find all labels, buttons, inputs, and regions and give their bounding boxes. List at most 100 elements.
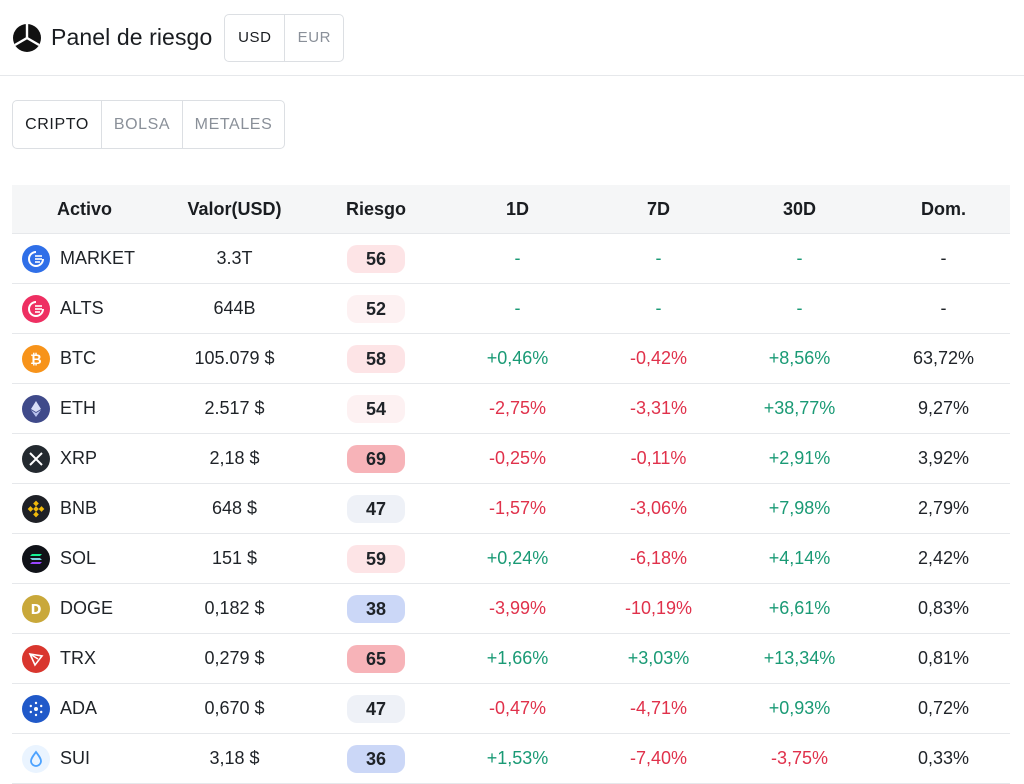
change-1d-cell: -	[514, 298, 521, 318]
risk-badge: 65	[347, 644, 405, 673]
change-7d-cell: -3,06%	[629, 498, 688, 518]
table-row-sui[interactable]: SUI 3,18 $ 36 +1,53% -7,40% -3,75% 0,33%	[12, 734, 1010, 784]
asset-name: SOL	[60, 548, 97, 568]
change-7d-cell: -	[655, 298, 662, 318]
asset-name: BNB	[60, 498, 98, 518]
risk-badge: 47	[347, 494, 405, 523]
change-30d-cell: -3,75%	[770, 748, 829, 768]
dominance-cell: 0,83%	[917, 598, 970, 618]
risk-badge: 54	[347, 394, 405, 423]
change-1d-cell: -1,57%	[488, 498, 547, 518]
asset-cell: ALTS	[12, 294, 157, 323]
table-row-ada[interactable]: ADA 0,670 $ 47 -0,47% -4,71% +0,93% 0,72…	[12, 684, 1010, 734]
asset-cell: SOL	[12, 544, 157, 573]
table-header: Activo Valor(USD) Riesgo 1D 7D 30D Dom.	[12, 185, 1010, 234]
risk-badge: 59	[347, 544, 405, 573]
table-row-sol[interactable]: SOL 151 $ 59 +0,24% -6,18% +4,14% 2,42%	[12, 534, 1010, 584]
table-row-trx[interactable]: TRX 0,279 $ 65 +1,66% +3,03% +13,34% 0,8…	[12, 634, 1010, 684]
change-30d-cell: +7,98%	[768, 498, 831, 518]
asset-name: MARKET	[60, 248, 136, 268]
currency-usd-button[interactable]: USD	[238, 29, 272, 46]
column-header-7d[interactable]: 7D	[646, 198, 670, 219]
currency-eur-button[interactable]: EUR	[284, 14, 343, 61]
change-7d-cell: -0,42%	[629, 348, 688, 368]
risk-cell: 56	[312, 244, 440, 273]
table-row-alts[interactable]: ALTS 644B 52 - - - -	[12, 284, 1010, 334]
value-cell: 0,279 $	[204, 648, 265, 668]
dominance-cell: 0,33%	[917, 748, 970, 768]
sui-icon	[22, 744, 50, 773]
change-1d-cell: +1,53%	[486, 748, 549, 768]
table-row-xrp[interactable]: XRP 2,18 $ 69 -0,25% -0,11% +2,91% 3,92%	[12, 434, 1010, 484]
tab-bolsa[interactable]: BOLSA	[101, 101, 182, 148]
ethereum-icon	[22, 394, 50, 423]
change-1d-cell: +0,46%	[486, 348, 549, 368]
risk-cell: 54	[312, 394, 440, 423]
change-1d-cell: -2,75%	[488, 398, 547, 418]
solana-icon	[22, 544, 50, 573]
asset-cell: ETH	[12, 394, 157, 423]
table-row-btc[interactable]: ₿ BTC 105.079 $ 58 +0,46% -0,42% +8,56% …	[12, 334, 1010, 384]
asset-cell: MARKET	[12, 244, 157, 273]
app-logo-icon	[13, 23, 41, 52]
alts-icon	[22, 294, 50, 323]
tron-icon	[22, 644, 50, 673]
asset-name: DOGE	[60, 598, 114, 618]
change-7d-cell: +3,03%	[627, 648, 690, 668]
asset-name: BTC	[60, 348, 96, 368]
change-7d-cell: -6,18%	[629, 548, 688, 568]
change-1d-cell: -0,47%	[488, 698, 547, 718]
dominance-cell: 3,92%	[917, 448, 970, 468]
change-7d-cell: -	[655, 248, 662, 268]
change-7d-cell: -4,71%	[629, 698, 688, 718]
table-row-market[interactable]: MARKET 3.3T 56 - - - -	[12, 234, 1010, 284]
change-30d-cell: +8,56%	[768, 348, 831, 368]
table-row-eth[interactable]: ETH 2.517 $ 54 -2,75% -3,31% +38,77% 9,2…	[12, 384, 1010, 434]
asset-name: ALTS	[60, 298, 104, 318]
asset-cell: TRX	[12, 644, 157, 673]
dominance-cell: 0,72%	[917, 698, 970, 718]
value-cell: 0,670 $	[204, 698, 265, 718]
change-30d-cell: +38,77%	[763, 398, 836, 418]
change-1d-cell: -0,25%	[488, 448, 547, 468]
column-header-value[interactable]: Valor(USD)	[187, 198, 282, 219]
column-header-risk[interactable]: Riesgo	[345, 198, 406, 219]
change-30d-cell: -	[796, 248, 803, 268]
table-row-doge[interactable]: D DOGE 0,182 $ 38 -3,99% -10,19% +6,61% …	[12, 584, 1010, 634]
value-cell: 644B	[213, 298, 256, 318]
dominance-cell: 0,81%	[917, 648, 970, 668]
change-1d-cell: -3,99%	[488, 598, 547, 618]
change-30d-cell: +13,34%	[763, 648, 836, 668]
app-header: Panel de riesgo USD EUR	[0, 0, 1024, 76]
value-cell: 2,18 $	[209, 448, 260, 468]
dominance-cell: 9,27%	[917, 398, 970, 418]
value-cell: 2.517 $	[204, 398, 265, 418]
change-30d-cell: +0,93%	[768, 698, 831, 718]
change-30d-cell: +4,14%	[768, 548, 831, 568]
risk-badge: 69	[347, 444, 405, 473]
risk-cell: 47	[312, 694, 440, 723]
risk-cell: 38	[312, 594, 440, 623]
column-header-asset[interactable]: Activo	[56, 198, 112, 219]
risk-cell: 47	[312, 494, 440, 523]
bnb-icon	[22, 494, 50, 523]
asset-cell: D DOGE	[12, 594, 157, 623]
asset-name: TRX	[60, 648, 96, 668]
dominance-cell: 63,72%	[912, 348, 975, 368]
change-7d-cell: -3,31%	[629, 398, 688, 418]
value-cell: 3,18 $	[209, 748, 260, 768]
table-body: MARKET 3.3T 56 - - - - ALTS 644B 52 - - …	[12, 234, 1010, 784]
column-header-1d[interactable]: 1D	[505, 198, 529, 219]
dominance-cell: -	[940, 248, 947, 268]
tab-cripto[interactable]: CRIPTO	[25, 115, 89, 133]
table-row-bnb[interactable]: BNB 648 $ 47 -1,57% -3,06% +7,98% 2,79%	[12, 484, 1010, 534]
column-header-dominance[interactable]: Dom.	[921, 198, 966, 219]
asset-cell: ₿ BTC	[12, 344, 157, 373]
change-30d-cell: +2,91%	[768, 448, 831, 468]
tab-metales[interactable]: METALES	[182, 101, 284, 148]
column-header-30d[interactable]: 30D	[782, 198, 817, 219]
dominance-cell: 2,79%	[917, 498, 970, 518]
asset-cell: SUI	[12, 744, 157, 773]
xrp-icon	[22, 444, 50, 473]
change-1d-cell: +1,66%	[486, 648, 549, 668]
